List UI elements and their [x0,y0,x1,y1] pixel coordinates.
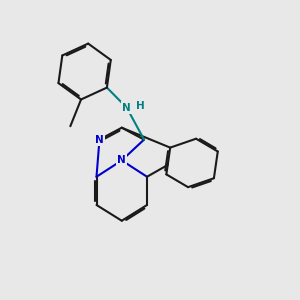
Text: N: N [122,103,131,113]
Text: N: N [117,155,126,165]
Text: H: H [136,101,145,111]
Text: N: N [95,135,104,145]
